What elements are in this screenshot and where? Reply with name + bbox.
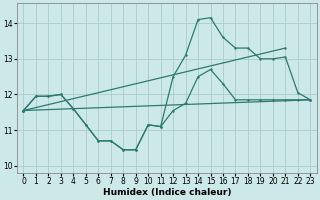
X-axis label: Humidex (Indice chaleur): Humidex (Indice chaleur) [103,188,231,197]
